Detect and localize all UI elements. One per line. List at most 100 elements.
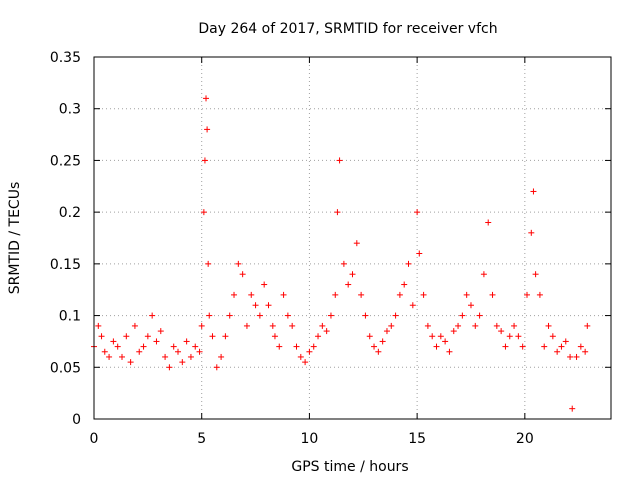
data-point	[459, 312, 466, 319]
data-point	[401, 281, 408, 288]
data-point	[463, 291, 470, 298]
y-tick-label: 0.35	[50, 50, 81, 66]
data-point	[416, 250, 423, 257]
data-point	[409, 302, 416, 309]
data-point	[187, 353, 194, 360]
data-point	[414, 209, 421, 216]
data-point	[140, 343, 147, 350]
data-point	[201, 157, 208, 164]
data-point	[476, 312, 483, 319]
data-point	[192, 343, 199, 350]
data-point	[554, 348, 561, 355]
data-point	[162, 353, 169, 360]
data-point	[235, 260, 242, 267]
data-point	[131, 322, 138, 329]
data-point	[200, 209, 207, 216]
data-point	[127, 359, 134, 366]
data-point	[248, 291, 255, 298]
data-point	[166, 364, 173, 371]
data-point	[203, 95, 210, 102]
data-point	[265, 302, 272, 309]
data-point	[327, 312, 334, 319]
data-point	[362, 312, 369, 319]
data-point	[541, 343, 548, 350]
data-point	[379, 338, 386, 345]
data-point	[289, 322, 296, 329]
y-tick-label: 0	[72, 412, 81, 428]
data-point	[276, 343, 283, 350]
axis-ticks: 0 0.05 0.1 0.15 0.2 0.25 0.3 0.35 0 5 10 15 20	[50, 50, 611, 447]
data-point	[252, 302, 259, 309]
data-point	[467, 302, 474, 309]
data-point	[388, 322, 395, 329]
plot-frame	[93, 56, 612, 420]
data-point	[175, 348, 182, 355]
data-point	[95, 322, 102, 329]
data-point	[375, 348, 382, 355]
data-point	[532, 271, 539, 278]
data-point	[302, 359, 309, 366]
data-point	[433, 343, 440, 350]
data-point	[437, 333, 444, 340]
x-axis-label: GPS time / hours	[291, 459, 408, 475]
data-point	[239, 271, 246, 278]
x-tick-label: 5	[197, 431, 206, 447]
data-point	[383, 328, 390, 335]
data-point	[584, 322, 591, 329]
data-point	[519, 343, 526, 350]
data-point	[153, 338, 160, 345]
x-tick-label: 0	[90, 431, 99, 447]
data-point	[340, 260, 347, 267]
data-point	[353, 240, 360, 247]
data-point	[567, 353, 574, 360]
data-point	[297, 353, 304, 360]
data-point	[206, 312, 213, 319]
y-axis-label: SRMTID / TECUs	[7, 182, 23, 295]
data-point	[498, 328, 505, 335]
data-point	[306, 348, 313, 355]
data-point	[349, 271, 356, 278]
data-point	[332, 291, 339, 298]
data-point	[319, 322, 326, 329]
data-point	[315, 333, 322, 340]
data-point	[358, 291, 365, 298]
data-point	[371, 343, 378, 350]
data-point	[323, 328, 330, 335]
data-point	[511, 322, 518, 329]
y-tick-label: 0.3	[59, 102, 81, 118]
data-point	[489, 291, 496, 298]
data-point	[446, 348, 453, 355]
data-point	[334, 209, 341, 216]
data-point	[549, 333, 556, 340]
data-point	[558, 343, 565, 350]
data-point	[442, 338, 449, 345]
data-point	[493, 322, 500, 329]
data-point	[157, 328, 164, 335]
data-point	[429, 333, 436, 340]
y-tick-label: 0.15	[50, 257, 81, 273]
data-point	[170, 343, 177, 350]
data-point	[480, 271, 487, 278]
data-point	[271, 333, 278, 340]
data-point	[204, 126, 211, 133]
data-point	[198, 322, 205, 329]
data-point	[101, 348, 108, 355]
y-tick-label: 0.1	[59, 309, 81, 325]
data-point	[366, 333, 373, 340]
data-point	[231, 291, 238, 298]
data-point	[420, 291, 427, 298]
data-point	[336, 157, 343, 164]
data-point	[144, 333, 151, 340]
data-point	[577, 343, 584, 350]
data-point	[269, 322, 276, 329]
data-point	[485, 219, 492, 226]
data-point	[545, 322, 552, 329]
data-point	[502, 343, 509, 350]
data-point	[179, 359, 186, 366]
data-point	[106, 353, 113, 360]
data-point	[536, 291, 543, 298]
y-tick-label: 0.2	[59, 205, 81, 221]
data-point	[530, 188, 537, 195]
data-point	[123, 333, 130, 340]
